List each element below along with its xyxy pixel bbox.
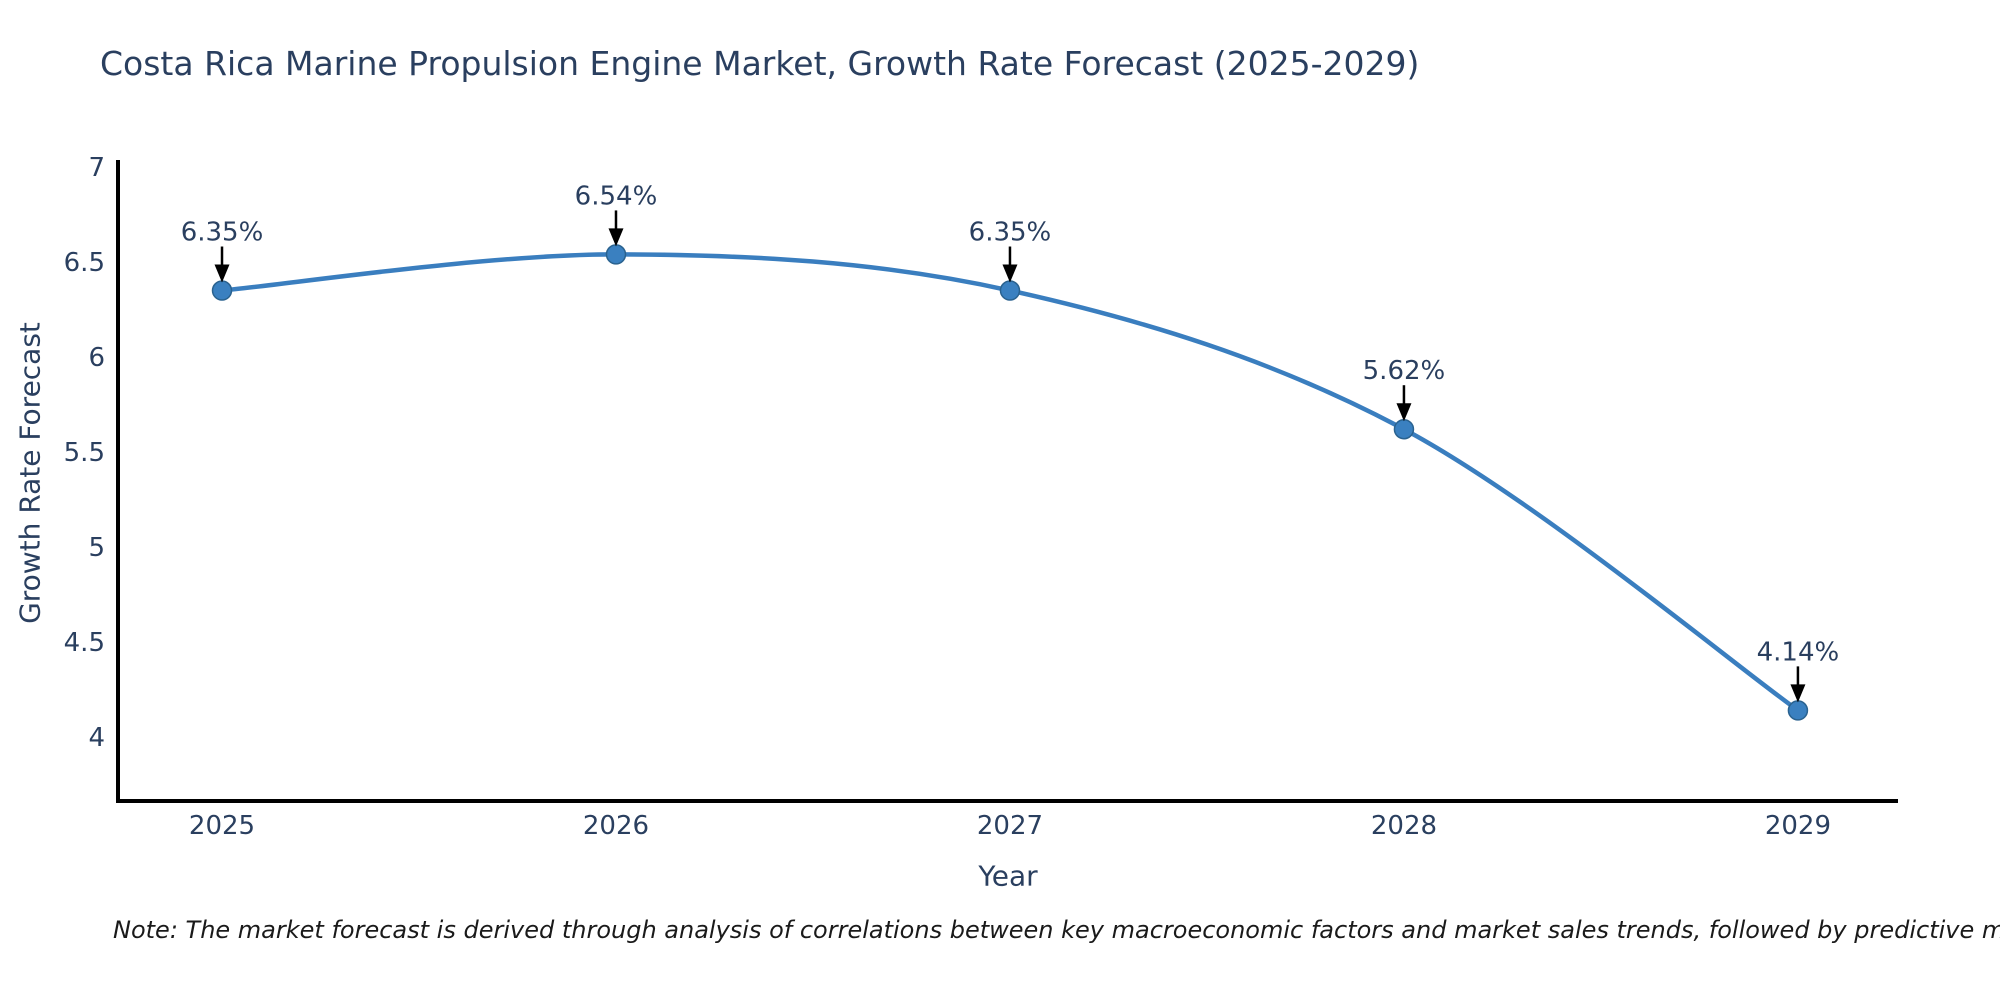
data-point-2026 bbox=[605, 244, 627, 265]
x-tick-label: 2029 bbox=[1765, 811, 1831, 841]
annotation-arrow-head bbox=[1790, 684, 1806, 703]
footnote-text: Note: The market forecast is derived thr… bbox=[113, 916, 2000, 944]
x-tick-label: 2028 bbox=[1371, 811, 1437, 841]
data-point-2025 bbox=[211, 280, 233, 301]
x-tick-label: 2026 bbox=[583, 811, 649, 841]
annotation-arrow-head bbox=[214, 264, 230, 283]
y-tick-label: 6 bbox=[88, 343, 105, 373]
y-tick-label: 4.5 bbox=[64, 628, 105, 658]
x-axis-title: Year bbox=[978, 859, 1038, 893]
data-point-2028 bbox=[1393, 418, 1415, 440]
point-label: 6.35% bbox=[969, 218, 1052, 248]
data-point-2027 bbox=[999, 280, 1021, 301]
y-tick-label: 4 bbox=[88, 723, 105, 753]
annotation-arrow-head bbox=[1002, 264, 1018, 283]
point-label: 4.14% bbox=[1757, 637, 1840, 667]
data-point-2029 bbox=[1787, 700, 1809, 721]
y-tick-label: 5.5 bbox=[64, 438, 105, 468]
x-tick-label: 2025 bbox=[189, 811, 255, 841]
annotation-arrow-head bbox=[608, 228, 624, 247]
y-tick-label: 7 bbox=[88, 153, 105, 183]
y-tick-label: 5 bbox=[88, 533, 105, 563]
point-label: 5.62% bbox=[1363, 356, 1446, 386]
x-tick-label: 2027 bbox=[977, 811, 1043, 841]
chart-title: Costa Rica Marine Propulsion Engine Mark… bbox=[100, 44, 1420, 83]
annotation-arrow-head bbox=[1396, 403, 1412, 422]
y-tick-label: 6.5 bbox=[64, 248, 105, 278]
point-label: 6.54% bbox=[575, 181, 658, 211]
point-label: 6.35% bbox=[181, 218, 264, 248]
forecast-line bbox=[219, 252, 1801, 713]
